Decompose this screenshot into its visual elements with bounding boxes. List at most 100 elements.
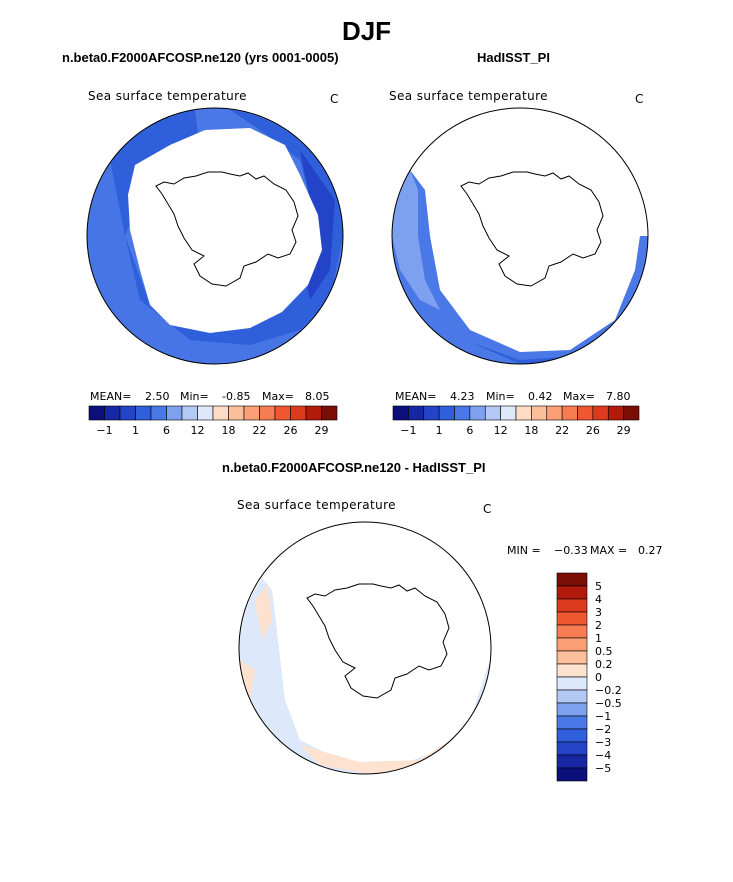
- diff-colorbar-tick-label: 2: [595, 619, 602, 632]
- right-colorbar-tick-label: −1: [400, 424, 416, 437]
- right-units-label: C: [635, 92, 644, 106]
- diff-colorbar-swatch: [556, 754, 588, 769]
- diff-colorbar-tick-label: −4: [595, 749, 611, 762]
- diff-positive-patch-1: [255, 585, 272, 640]
- right-mean-label: MEAN=: [395, 390, 437, 403]
- diff-colorbar-tick-label: 0: [595, 671, 602, 684]
- left-map-field: [87, 108, 343, 364]
- left-colorbar-tick-label: 22: [253, 424, 267, 437]
- diff-colorbar-swatch: [556, 650, 588, 665]
- diff-colorbar-swatch: [556, 689, 588, 704]
- diff-positive-patch-2: [240, 660, 255, 700]
- right-colorbar-tick-label: 6: [466, 424, 473, 437]
- left-colorbar-swatch: [228, 405, 245, 421]
- diff-colorbar-swatch: [556, 741, 588, 756]
- left-colorbar-swatch: [274, 405, 291, 421]
- diff-near-zero-negative: [239, 578, 491, 774]
- right-panel-title: HadISST_PI: [477, 50, 550, 65]
- diff-colorbar-swatch: [556, 611, 588, 626]
- left-units-label: C: [330, 92, 339, 106]
- diff-colorbar-swatch: [556, 598, 588, 613]
- right-colorbar-tick-label: 22: [555, 424, 569, 437]
- left-colorbar-tick-label: 12: [191, 424, 205, 437]
- diff-max-value: 0.27: [638, 544, 663, 557]
- left-mean-value: 2.50: [145, 390, 170, 403]
- diff-colorbar-swatch: [556, 676, 588, 691]
- right-min-value: 0.42: [528, 390, 553, 403]
- left-colorbar-swatch: [212, 405, 229, 421]
- diff-colorbar-tick-label: −1: [595, 710, 611, 723]
- diff-colorbar-swatch: [556, 728, 588, 743]
- left-sea-ice-mask: [128, 128, 322, 333]
- left-colorbar-tick-label: 6: [163, 424, 170, 437]
- left-colorbar-tick-label: 29: [315, 424, 329, 437]
- right-colorbar-tick-label: 12: [494, 424, 508, 437]
- right-colorbar-swatch: [392, 405, 409, 421]
- left-colorbar-swatch: [305, 405, 322, 421]
- diff-map-boundary: [238, 521, 492, 775]
- left-ice-shelf: [213, 135, 230, 160]
- right-map-field: [392, 108, 648, 364]
- right-colorbar-swatch: [607, 405, 624, 421]
- diff-colorbar-tick-label: 5: [595, 580, 602, 593]
- left-colorbar-swatch: [243, 405, 260, 421]
- right-colorbar-tick-label: 18: [524, 424, 538, 437]
- left-colorbar: −1 1 6 12 18 22 26 29: [88, 405, 338, 437]
- right-colorbar-swatch: [408, 405, 425, 421]
- figure-title: DJF: [341, 16, 392, 46]
- left-max-label: Max=: [262, 390, 294, 403]
- diff-colorbar-swatch: [556, 663, 588, 678]
- diff-colorbar-swatch: [556, 572, 588, 587]
- left-map-boundary: [86, 107, 344, 365]
- diff-antarctica-coast: [306, 583, 450, 699]
- right-colorbar-tick-label: 26: [586, 424, 600, 437]
- left-sst-outer-band: [87, 110, 343, 364]
- right-colorbar-swatch: [561, 405, 578, 421]
- right-colorbar-swatch: [500, 405, 517, 421]
- left-colorbar-swatch: [259, 405, 276, 421]
- diff-units-label: C: [483, 502, 492, 516]
- diff-colorbar-tick-label: 0.2: [595, 658, 613, 671]
- diff-map-background: [239, 522, 491, 774]
- right-colorbar-tick-label: 29: [617, 424, 631, 437]
- right-sst-cold-band: [470, 342, 600, 364]
- left-colorbar-swatch: [166, 405, 183, 421]
- left-colorbar-swatch: [135, 405, 152, 421]
- diff-colorbar-swatch: [556, 624, 588, 639]
- right-colorbar-swatch: [484, 405, 501, 421]
- left-min-value: -0.85: [222, 390, 251, 403]
- diff-colorbar-tick-label: 3: [595, 606, 602, 619]
- right-colorbar-swatch: [592, 405, 609, 421]
- left-sst-cold-patch: [300, 150, 335, 300]
- right-colorbar-tick-label: 1: [436, 424, 443, 437]
- diff-min-value: −0.33: [554, 544, 588, 557]
- diff-colorbar-swatch: [556, 702, 588, 717]
- left-colorbar-swatch: [181, 405, 198, 421]
- left-panel-title: n.beta0.F2000AFCOSP.ne120 (yrs 0001-0005…: [62, 50, 339, 65]
- diff-colorbar-swatch: [556, 715, 588, 730]
- right-mean-value: 4.23: [450, 390, 475, 403]
- right-variable-label: Sea surface temperature: [389, 89, 548, 103]
- diff-variable-label: Sea surface temperature: [237, 498, 396, 512]
- left-colorbar-swatch: [290, 405, 307, 421]
- right-colorbar: −1 1 6 12 18 22 26 29: [392, 405, 640, 437]
- diff-colorbar-tick-label: −5: [595, 762, 611, 775]
- left-colorbar-tick-label: 26: [284, 424, 298, 437]
- left-colorbar-tick-label: −1: [96, 424, 112, 437]
- right-sst-band: [392, 170, 648, 364]
- right-min-label: Min=: [486, 390, 515, 403]
- left-sst-ocean-mid: [87, 108, 343, 364]
- left-colorbar-swatch: [88, 405, 105, 421]
- left-mean-label: MEAN=: [90, 390, 132, 403]
- right-colorbar-swatch: [454, 405, 471, 421]
- left-colorbar-swatch: [150, 405, 167, 421]
- right-colorbar-swatch: [623, 405, 640, 421]
- right-max-value: 7.80: [606, 390, 631, 403]
- left-colorbar-tick-label: 1: [132, 424, 139, 437]
- left-min-label: Min=: [180, 390, 209, 403]
- right-colorbar-swatch: [515, 405, 532, 421]
- diff-colorbar-swatch: [556, 585, 588, 600]
- diff-min-label: MIN =: [507, 544, 541, 557]
